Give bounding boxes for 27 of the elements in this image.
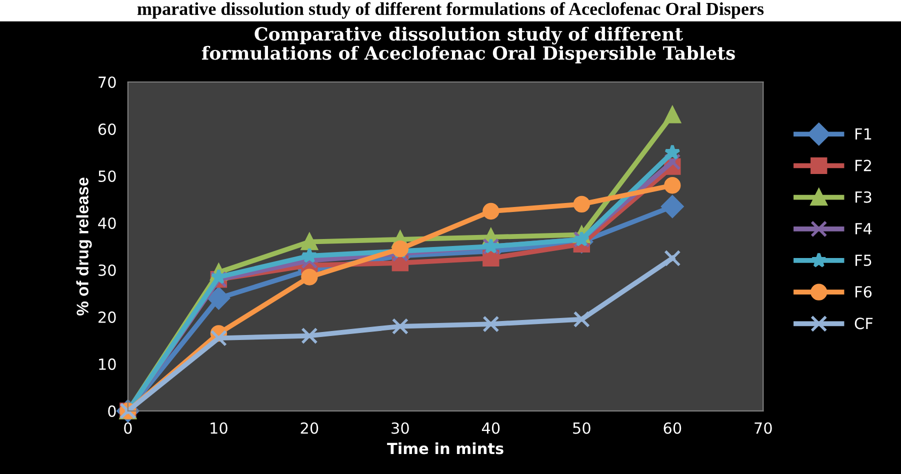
x-axis-title: Time in mints — [387, 442, 504, 454]
x-tick-label: 0 — [124, 422, 132, 434]
legend-label: F6 — [856, 286, 872, 298]
x-tick-label: 30 — [392, 422, 409, 434]
y-tick-label: 10 — [99, 358, 116, 370]
y-tick-label: 50 — [98, 170, 116, 182]
y-tick-label: 30 — [98, 264, 116, 276]
chart-subtitle: mparative dissolution study of different formulations of Aceclofenac Oral Dispers — [137, 2, 764, 19]
x-tick-label: 50 — [573, 422, 590, 434]
legend-label: CF — [854, 318, 873, 330]
x-tick-label: 10 — [210, 422, 228, 434]
x-tick-label: 60 — [664, 422, 682, 434]
legend-label: F3 — [856, 191, 872, 203]
chart-title: Comparative dissolution study of different formulations of Aceclofenac Oral Dispersible Tablets — [202, 26, 735, 64]
legend-label: F2 — [856, 160, 871, 172]
y-tick-label: 0 — [108, 405, 116, 417]
x-tick-label: 20 — [300, 422, 318, 434]
legend-label: F4 — [856, 223, 872, 234]
y-tick-label: 60 — [98, 123, 116, 136]
legend-label: F5 — [856, 254, 872, 266]
x-tick-label: 70 — [754, 422, 772, 434]
legend-label: F1 — [856, 128, 872, 140]
y-tick-label: 70 — [98, 76, 116, 88]
y-tick-label: 40 — [98, 217, 116, 230]
x-tick-label: 40 — [482, 422, 500, 434]
y-axis-title: % of drug release — [76, 178, 92, 316]
y-tick-label: 20 — [98, 311, 116, 323]
